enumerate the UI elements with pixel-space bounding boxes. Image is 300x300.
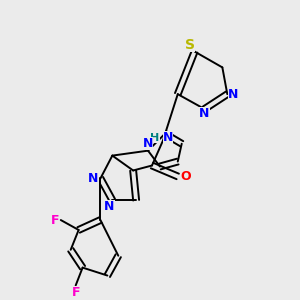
Text: O: O <box>180 170 191 183</box>
Text: N: N <box>163 131 173 144</box>
Text: N: N <box>143 137 153 150</box>
Text: H: H <box>150 133 160 143</box>
Text: N: N <box>104 200 115 213</box>
Text: F: F <box>51 214 59 226</box>
Text: F: F <box>71 286 80 299</box>
Text: N: N <box>228 88 238 101</box>
Text: N: N <box>199 107 210 121</box>
Text: N: N <box>88 172 99 185</box>
Text: S: S <box>184 38 195 52</box>
